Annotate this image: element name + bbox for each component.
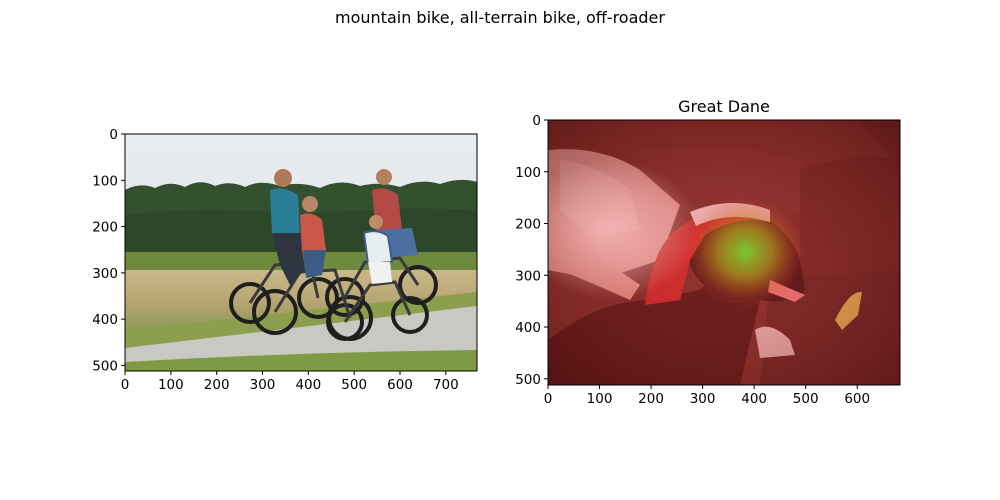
- subplot-bike-photo: 0 100 200 300 400 500 600 700 0 100 200 300 400 500: [92, 127, 478, 393]
- y-tick-label: 200: [92, 220, 118, 236]
- y-tick-label: 300: [515, 268, 541, 284]
- y-tick-label: 200: [515, 217, 541, 233]
- y-tick-label: 0: [532, 113, 541, 129]
- y-tick-label: 400: [92, 312, 118, 328]
- ticks-left: 0 100 200 300 400 500 600 700 0 100 200 300 400 500: [92, 127, 459, 393]
- ticks-right: 0 100 200 300 400 500 600 0 100 200 300 400 500: [515, 113, 870, 407]
- x-tick-label: 200: [638, 391, 664, 407]
- x-tick-label: 700: [433, 377, 459, 393]
- y-tick-label: 500: [515, 372, 541, 388]
- y-tick-label: 300: [92, 266, 118, 282]
- axes-frame-left: [124, 133, 478, 372]
- y-tick-label: 0: [109, 127, 118, 143]
- x-tick-label: 100: [158, 377, 184, 393]
- x-tick-label: 0: [544, 391, 553, 407]
- x-tick-label: 400: [295, 377, 321, 393]
- y-tick-label: 100: [515, 165, 541, 181]
- x-tick-label: 600: [387, 377, 413, 393]
- x-tick-label: 500: [793, 391, 819, 407]
- x-tick-label: 600: [844, 391, 870, 407]
- figure-suptitle: mountain bike, all-terrain bike, off-roa…: [335, 8, 665, 27]
- bike-photo-image: [125, 134, 477, 371]
- y-tick-label: 500: [92, 358, 118, 374]
- axes-title-right: Great Dane: [678, 97, 770, 116]
- x-tick-label: 200: [204, 377, 230, 393]
- x-tick-label: 400: [741, 391, 767, 407]
- great-dane-heatmap-image: [548, 120, 900, 385]
- y-tick-label: 400: [515, 320, 541, 336]
- x-tick-label: 300: [690, 391, 716, 407]
- x-tick-label: 0: [121, 377, 130, 393]
- x-tick-label: 300: [250, 377, 276, 393]
- x-tick-label: 100: [587, 391, 613, 407]
- y-tick-label: 100: [92, 173, 118, 189]
- axes-frame-right: [547, 119, 901, 386]
- subplot-great-dane: Great Dane: [515, 97, 901, 407]
- x-tick-label: 500: [341, 377, 367, 393]
